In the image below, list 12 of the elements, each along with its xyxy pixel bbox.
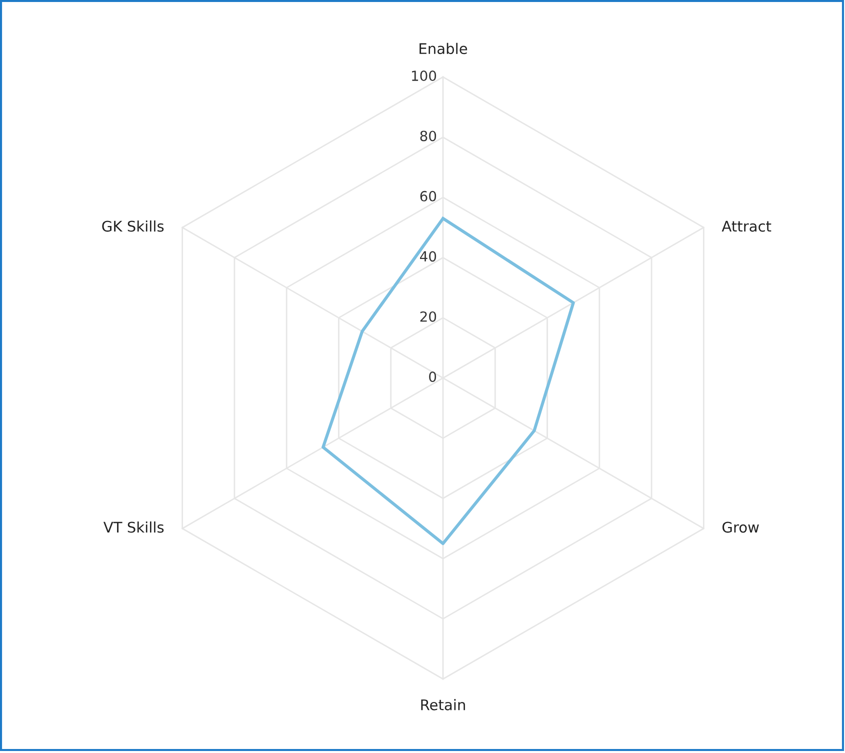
spoke-label: Attract (722, 220, 772, 232)
y-tick-label: 20 (420, 311, 436, 322)
spoke-label: GK Skills (102, 220, 164, 232)
spoke-label: Retain (421, 699, 465, 710)
spoke-label: VT Skills (103, 521, 164, 533)
spoke-label: Grow (722, 522, 759, 533)
y-tick-label: 60 (420, 190, 436, 202)
y-tick-label: 80 (420, 130, 436, 142)
y-tick-label: 40 (420, 251, 436, 262)
y-tick-label: 0 (429, 372, 436, 382)
spoke-label: Enable (420, 42, 468, 54)
y-tick-label: 100 (412, 70, 436, 82)
